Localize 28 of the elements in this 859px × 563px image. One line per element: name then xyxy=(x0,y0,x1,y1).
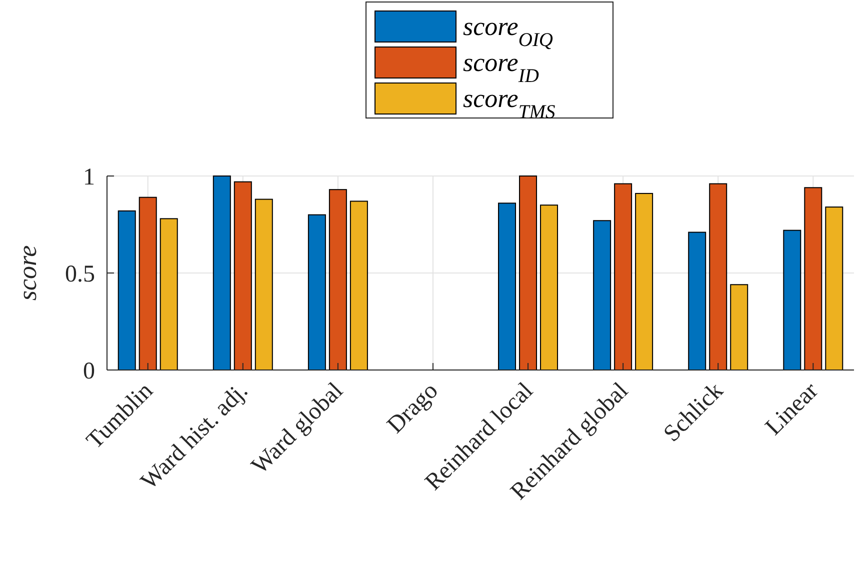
bar xyxy=(688,232,706,370)
bar xyxy=(730,284,748,370)
bar xyxy=(825,206,844,370)
bar xyxy=(118,210,136,370)
legend-label: score$_{ID}$ xyxy=(463,48,539,86)
y-tick-label: 0.5 xyxy=(65,261,95,288)
bar xyxy=(254,198,273,370)
bar xyxy=(540,204,558,370)
y-tick-label: 0 xyxy=(83,358,95,384)
legend-label: score$_{OIQ}$ xyxy=(463,12,554,50)
bar xyxy=(804,187,822,370)
bar xyxy=(783,230,802,370)
bar xyxy=(234,181,252,370)
bar xyxy=(519,176,538,370)
bar xyxy=(138,196,157,370)
bar xyxy=(308,214,326,370)
bar xyxy=(328,189,347,370)
bar xyxy=(614,183,632,370)
legend-label: score$_{TMS}$ xyxy=(463,84,556,122)
bar xyxy=(212,176,231,370)
bar xyxy=(593,220,612,370)
bar xyxy=(498,202,516,370)
bar xyxy=(350,200,368,370)
y-tick-label: 1 xyxy=(83,164,95,190)
bar xyxy=(635,192,654,370)
bar xyxy=(160,218,178,370)
bar xyxy=(709,183,728,370)
y-axis-title: score xyxy=(13,245,42,301)
